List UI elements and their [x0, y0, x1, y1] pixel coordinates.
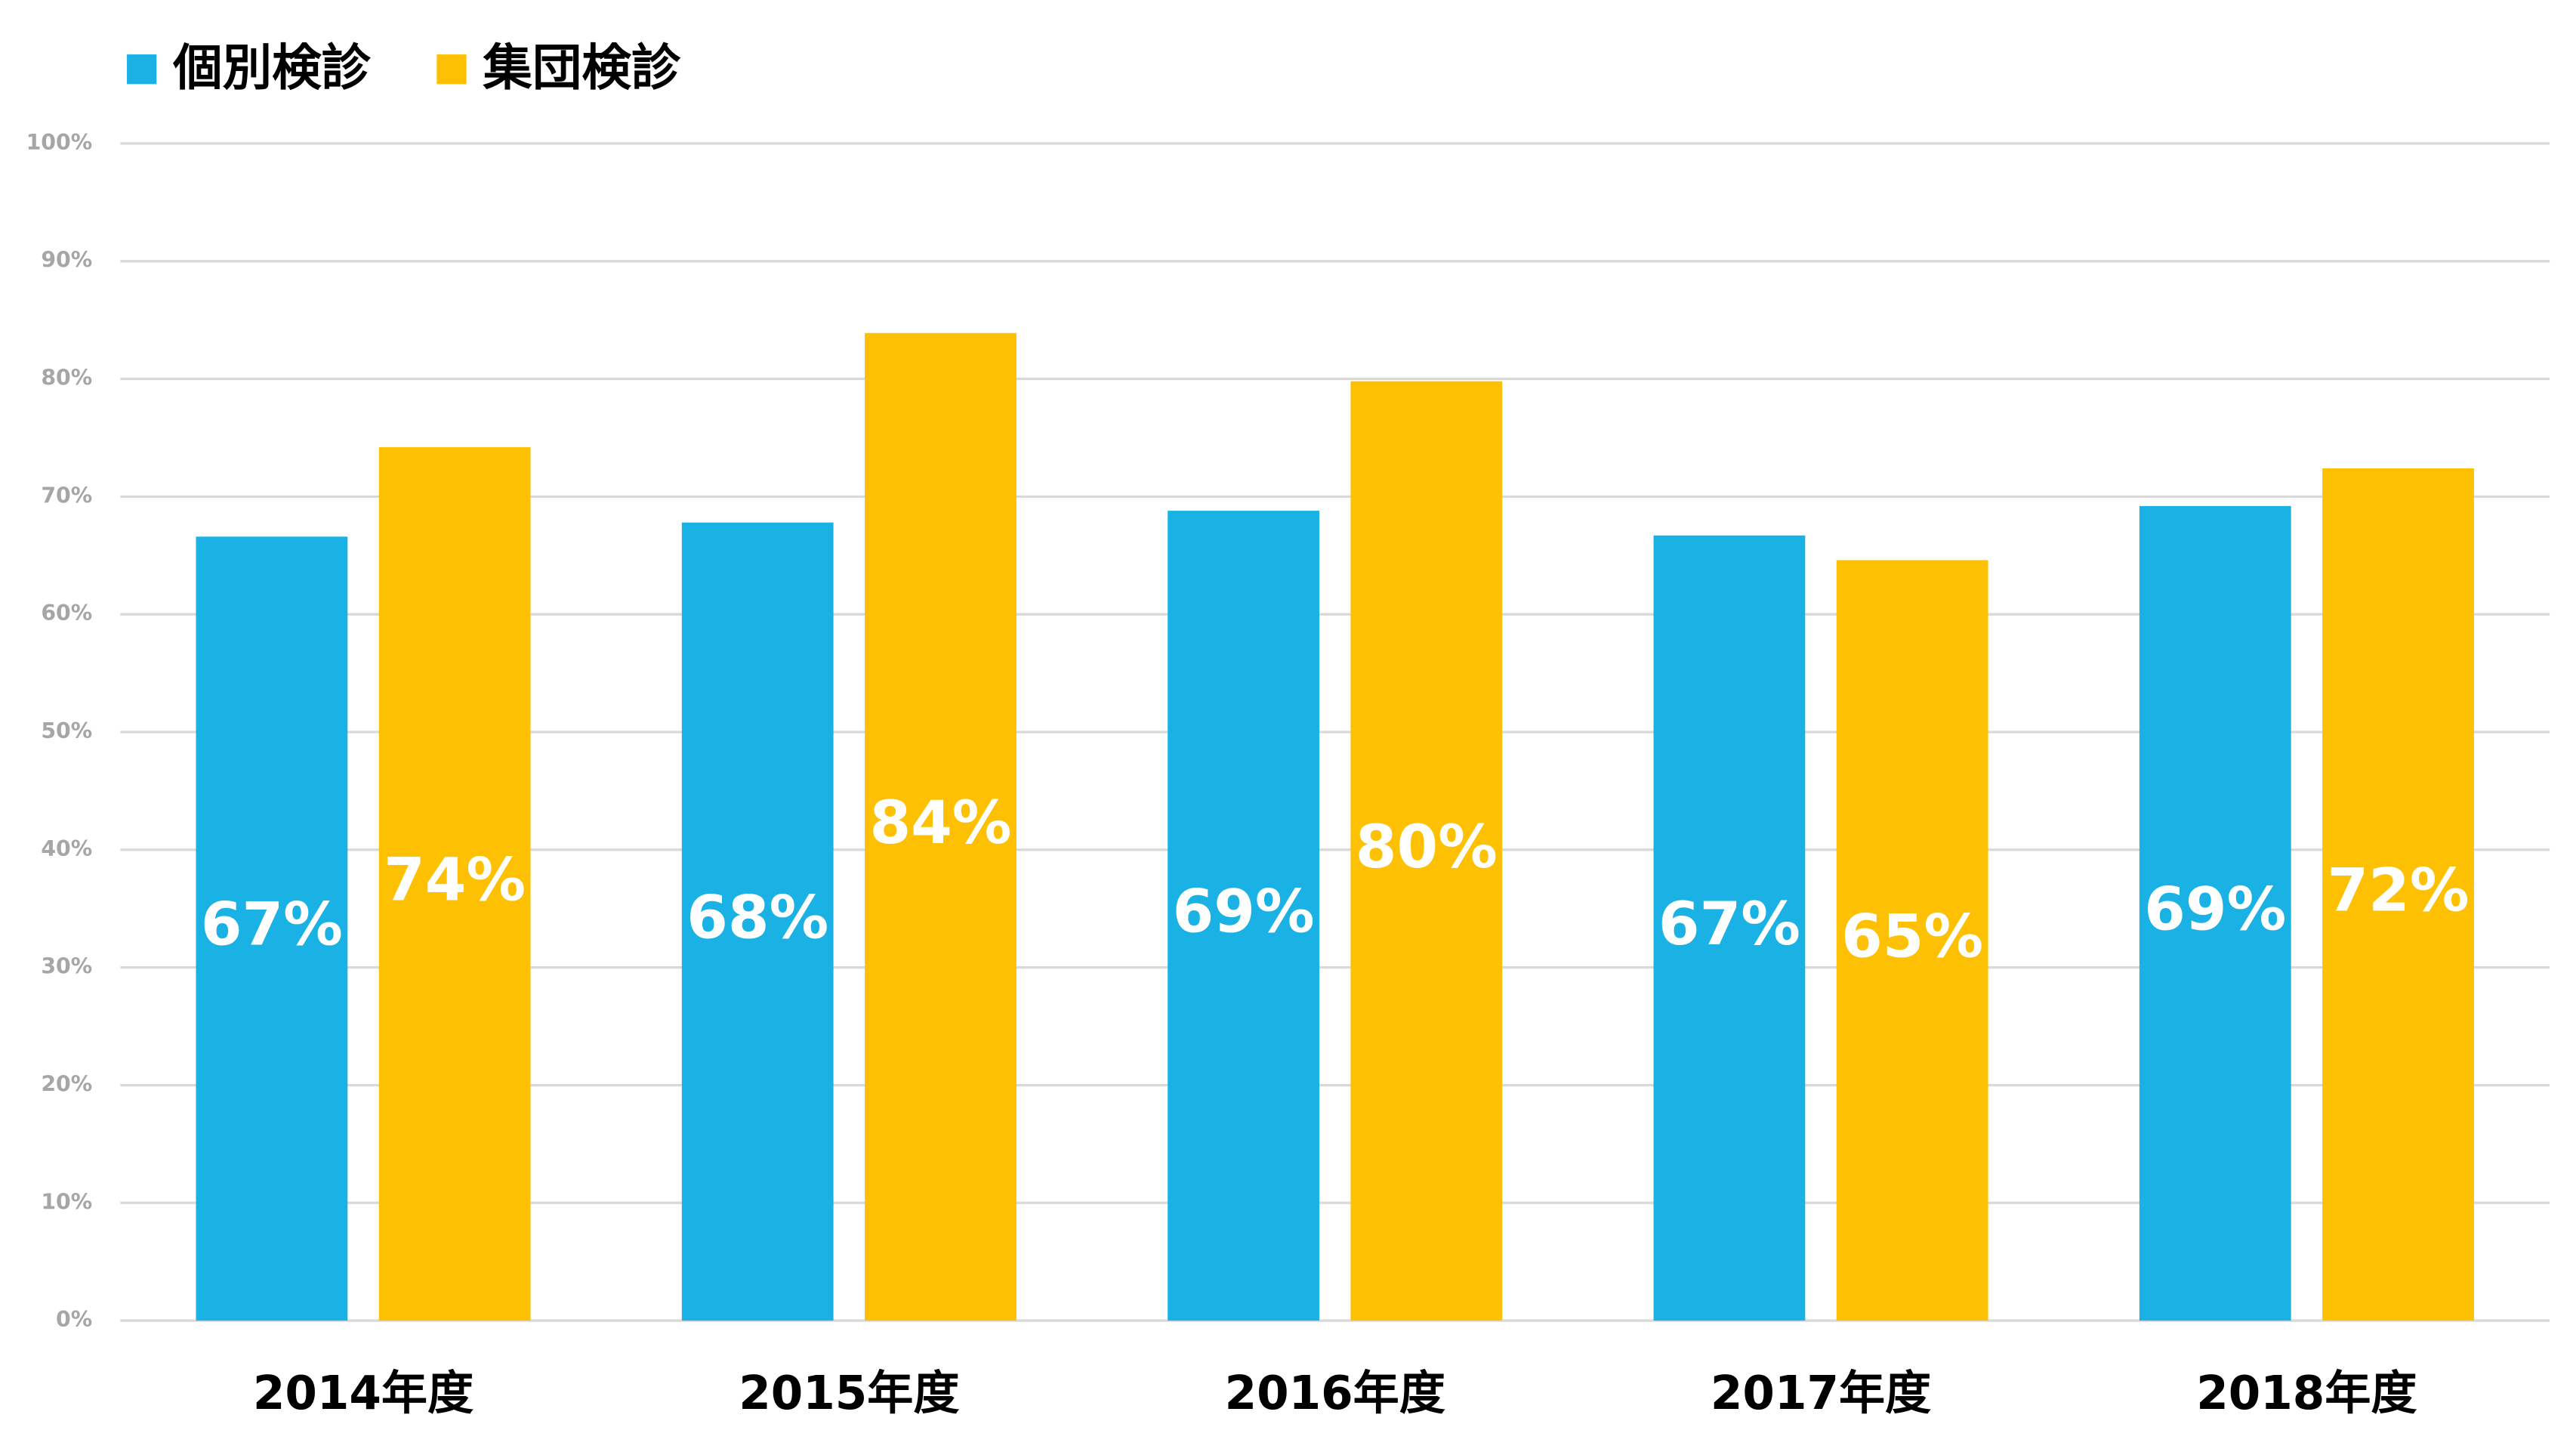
y-tick-label: 0% [56, 1307, 92, 1332]
bar [681, 522, 834, 1321]
data-label: 69% [1173, 877, 1315, 947]
legend-label: 個別検診 [172, 39, 371, 97]
data-label: 68% [686, 882, 828, 952]
y-tick-label: 10% [41, 1189, 92, 1214]
x-tick-label: 2018年度 [2196, 1367, 2417, 1420]
y-tick-label: 90% [41, 248, 92, 273]
x-tick-label: 2015年度 [739, 1367, 959, 1420]
data-label: 80% [1356, 812, 1498, 882]
y-tick-label: 70% [41, 483, 92, 508]
bar [378, 446, 531, 1321]
y-tick-label: 60% [41, 601, 92, 626]
y-tick-label: 20% [41, 1071, 92, 1096]
legend-label: 集団検診 [482, 39, 680, 97]
bar [2322, 468, 2474, 1321]
bar [2139, 505, 2291, 1321]
data-label: 74% [384, 845, 526, 914]
x-tick-label: 2016年度 [1225, 1367, 1445, 1420]
y-tick-label: 50% [41, 718, 92, 743]
bar [1350, 381, 1503, 1321]
x-tick-label: 2014年度 [253, 1367, 474, 1420]
data-label: 84% [869, 788, 1011, 857]
bar [1836, 560, 1988, 1321]
data-label: 72% [2328, 856, 2470, 925]
bar [1168, 511, 1319, 1321]
legend-swatch [437, 54, 467, 85]
x-tick-label: 2017年度 [1711, 1367, 1931, 1420]
y-tick-label: 40% [41, 836, 92, 861]
data-label: 67% [1658, 889, 1800, 959]
data-label: 67% [201, 890, 343, 959]
data-label: 69% [2144, 874, 2286, 944]
bar [865, 332, 1017, 1321]
bar [196, 536, 348, 1321]
bar [1653, 535, 1806, 1321]
y-tick-label: 80% [41, 366, 92, 391]
y-tick-label: 30% [41, 954, 92, 979]
legend-swatch [127, 54, 157, 85]
data-label: 65% [1841, 901, 1983, 971]
y-tick-label: 100% [26, 130, 93, 155]
